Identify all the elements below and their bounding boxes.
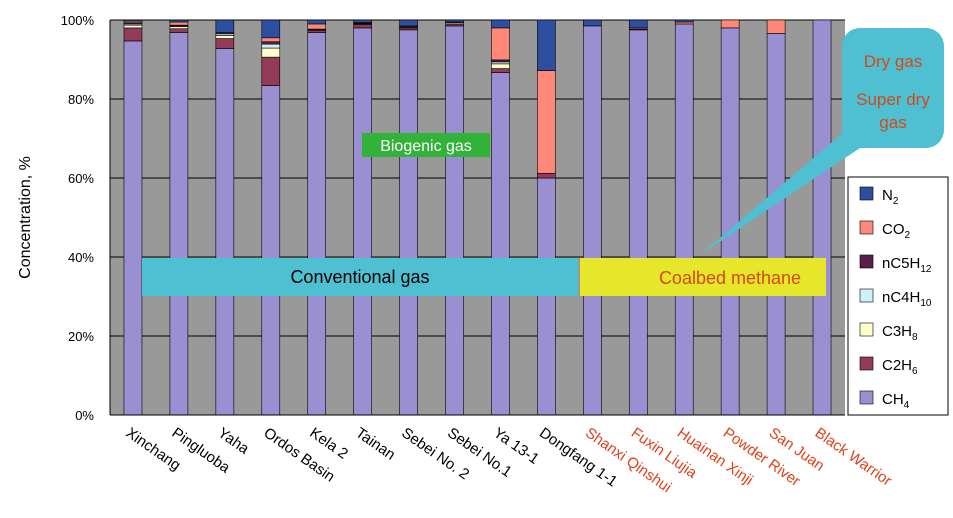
conventional-label: Conventional gas bbox=[290, 267, 429, 287]
bar-segment bbox=[491, 63, 510, 69]
bar-segment bbox=[261, 85, 281, 416]
legend-label: nC4H10 bbox=[882, 289, 932, 309]
legend-swatch bbox=[859, 356, 874, 371]
bar-segment bbox=[491, 68, 510, 73]
conventional-box bbox=[142, 258, 578, 296]
callout-pointer bbox=[700, 125, 872, 255]
bar-segment bbox=[812, 19, 832, 416]
bar-segment bbox=[307, 23, 327, 30]
bar-segment bbox=[674, 19, 694, 23]
bar-segment bbox=[537, 172, 556, 179]
legend-label: N2 bbox=[882, 187, 899, 207]
bar-segment bbox=[215, 19, 235, 33]
legend-label: C2H6 bbox=[882, 357, 918, 377]
bar-segment bbox=[215, 38, 235, 49]
bar-segment bbox=[261, 41, 281, 45]
bar-segment bbox=[353, 27, 372, 416]
bar-segment bbox=[720, 27, 740, 416]
bars bbox=[123, 19, 832, 416]
legend-label: nC5H12 bbox=[882, 255, 932, 275]
bar-segment bbox=[399, 19, 418, 27]
y-tick-label: 0% bbox=[75, 408, 94, 423]
super-dry-label-line1: Super dry bbox=[856, 90, 930, 109]
x-tick-label: Dongfang 1-1 bbox=[536, 424, 620, 490]
bar-segment bbox=[491, 19, 510, 29]
bar-segment bbox=[766, 19, 786, 34]
bar-segment bbox=[674, 23, 694, 416]
bar-segment bbox=[353, 19, 372, 23]
bar-segment bbox=[628, 19, 648, 29]
bar-segment bbox=[261, 37, 281, 43]
bar-segment bbox=[123, 27, 143, 42]
x-tick-label: Black Warrior bbox=[812, 424, 895, 489]
bar-segment bbox=[169, 19, 189, 23]
bar-segment bbox=[583, 25, 602, 416]
bar-segment bbox=[353, 24, 372, 29]
dry-gas-label: Dry gas bbox=[864, 52, 923, 71]
bar-segment bbox=[720, 19, 740, 29]
legend-label: C3H8 bbox=[882, 323, 918, 343]
super-dry-label-line2: gas bbox=[879, 113, 906, 132]
bar-segment bbox=[169, 21, 189, 26]
bar-segment bbox=[537, 70, 556, 174]
y-tick-label: 80% bbox=[68, 92, 94, 107]
annotations: Biogenic gas Conventional gas Coalbed meth… bbox=[142, 28, 944, 296]
biogenic-box bbox=[362, 133, 490, 157]
bar-segment bbox=[583, 19, 602, 27]
bar-segment bbox=[628, 29, 648, 416]
coalbed-box bbox=[580, 258, 826, 296]
callout-box bbox=[842, 28, 944, 148]
legend-swatch bbox=[859, 186, 874, 201]
legend-swatch bbox=[859, 390, 874, 405]
y-tick-label: 20% bbox=[68, 329, 94, 344]
bar-segment bbox=[261, 56, 281, 86]
bar-segment bbox=[307, 19, 327, 25]
bar-segment bbox=[307, 32, 327, 416]
y-tick-label: 60% bbox=[68, 171, 94, 186]
legend-swatch bbox=[859, 220, 874, 235]
x-tick-label: Tainan bbox=[352, 424, 398, 463]
bar-segment bbox=[261, 43, 281, 49]
legend-label: CO2 bbox=[882, 221, 911, 241]
legend: N2 CO2 nC5H12 nC4H10 C3H8 C2H6 CH4 bbox=[847, 176, 949, 416]
bar-segment bbox=[399, 29, 418, 416]
bar-segment bbox=[261, 47, 281, 58]
bar-segment bbox=[491, 72, 510, 416]
y-tick-label: 100% bbox=[61, 13, 95, 28]
bar-segment bbox=[537, 177, 556, 416]
y-axis-title: Concentration, % bbox=[17, 156, 34, 279]
bar-segment bbox=[215, 35, 235, 39]
bar-segment bbox=[445, 19, 464, 23]
bar-segment bbox=[491, 27, 510, 61]
legend-label: CH4 bbox=[882, 391, 910, 411]
biogenic-label: Biogenic gas bbox=[380, 138, 472, 155]
bar-segment bbox=[537, 19, 556, 71]
bar-segment bbox=[123, 24, 143, 29]
bar-segment bbox=[766, 33, 786, 416]
legend-swatch bbox=[859, 288, 874, 303]
bar-segment bbox=[169, 32, 189, 416]
bar-segment bbox=[445, 25, 464, 416]
bar-segment bbox=[169, 28, 189, 33]
bar-segment bbox=[261, 19, 281, 39]
coalbed-label: Coalbed methane bbox=[659, 268, 801, 288]
bar-segment bbox=[215, 48, 235, 416]
legend-swatch bbox=[859, 322, 874, 337]
bar-segment bbox=[123, 40, 143, 416]
bar-segment bbox=[123, 19, 143, 22]
y-tick-label: 40% bbox=[68, 250, 94, 265]
legend-swatch bbox=[859, 254, 874, 269]
